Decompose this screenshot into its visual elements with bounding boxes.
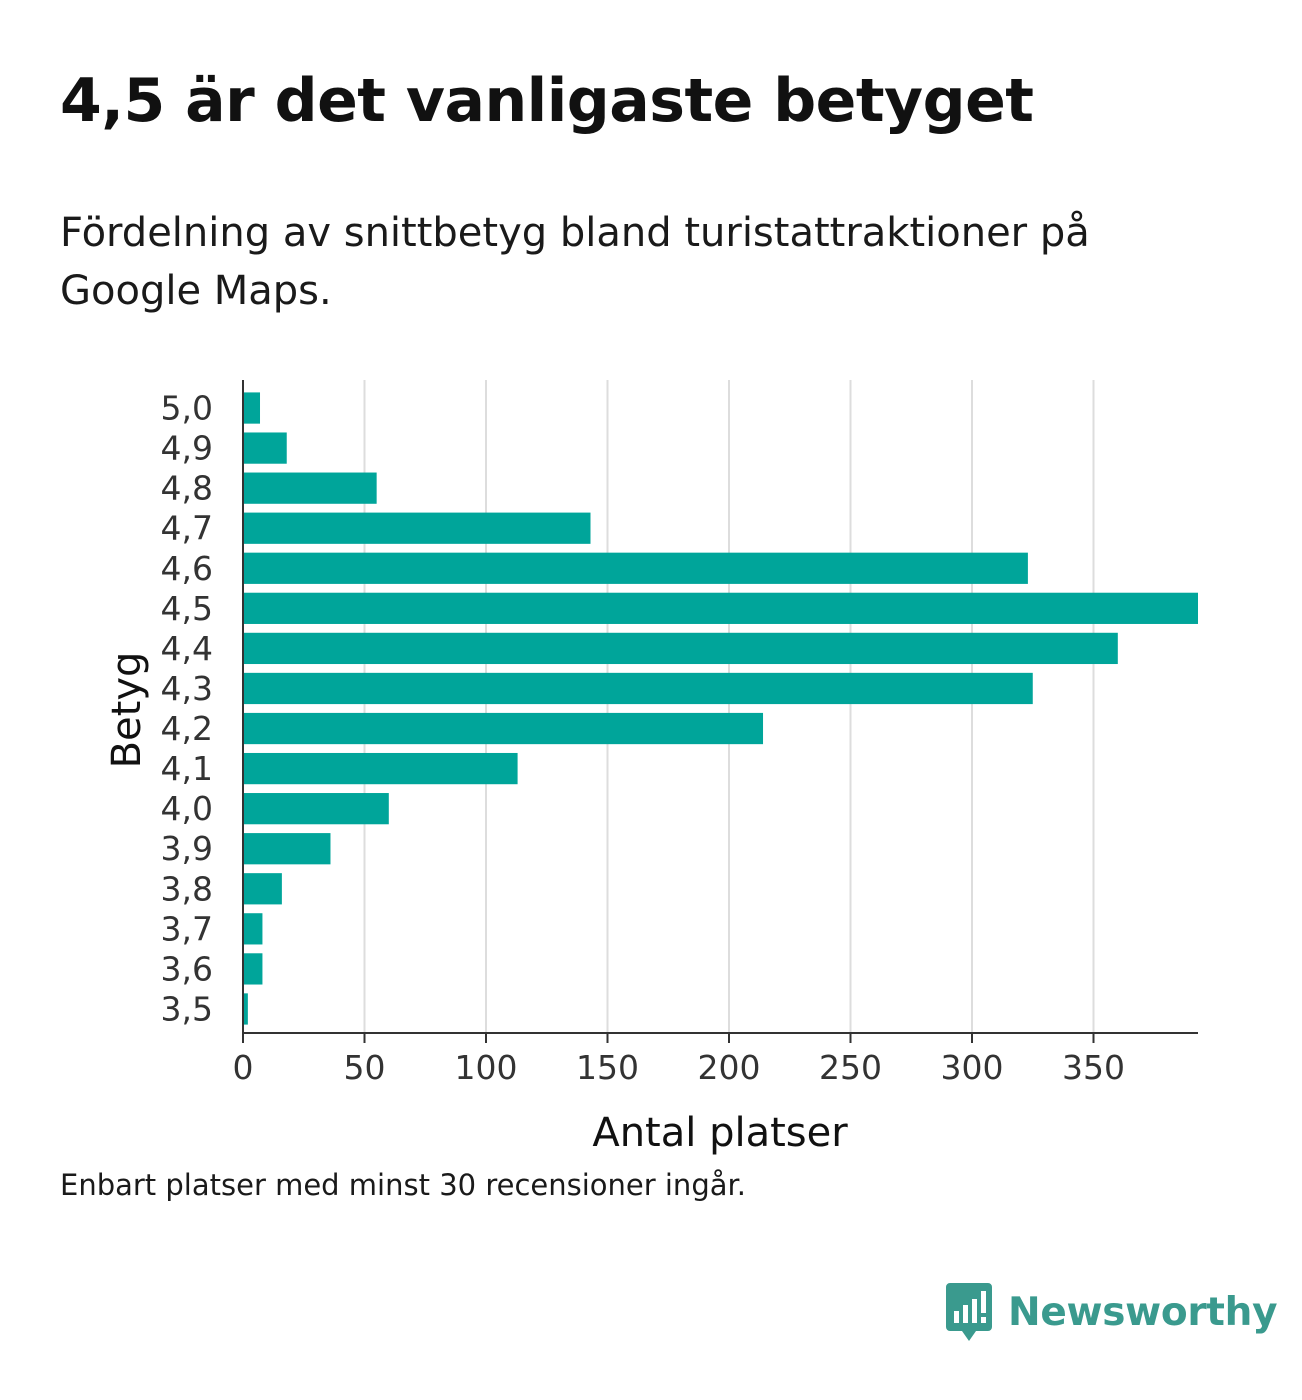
x-tick-label: 100	[455, 1048, 518, 1087]
y-tick-label: 4,9	[161, 429, 213, 468]
y-tick-label: 4,1	[161, 749, 213, 788]
bar	[243, 873, 282, 905]
x-tick-labels: 0 50 100 150 200 250 300 350	[233, 1048, 1126, 1087]
y-tick-label: 3,7	[161, 909, 213, 948]
bar	[243, 512, 591, 544]
bar	[243, 913, 263, 945]
bar	[243, 392, 261, 424]
bar	[243, 993, 248, 1025]
bar	[243, 833, 331, 865]
x-tick-label: 250	[819, 1048, 882, 1087]
y-tick-label: 4,2	[161, 709, 213, 748]
y-tick-label: 4,8	[161, 469, 213, 508]
y-tick-label: 5,0	[161, 389, 213, 428]
axes	[242, 380, 1198, 1043]
bar	[243, 712, 764, 745]
x-tick-label: 200	[698, 1048, 761, 1087]
bar-chart: 5,04,94,84,74,64,54,44,34,24,14,03,93,83…	[104, 380, 1198, 1156]
grid-lines	[363, 380, 1095, 1033]
bar	[243, 793, 389, 825]
y-tick-label: 4,3	[161, 669, 213, 708]
x-tick-label: 0	[233, 1048, 254, 1087]
footnote: Enbart platser med minst 30 recensioner …	[60, 1168, 746, 1202]
bar	[243, 592, 1198, 624]
y-tick-label: 4,6	[161, 549, 213, 588]
newsworthy-logo-icon	[946, 1283, 992, 1341]
y-axis-title: Betyg	[104, 652, 150, 769]
bars	[243, 392, 1198, 1025]
x-axis-title: Antal platser	[592, 1110, 848, 1156]
y-tick-label: 4,5	[161, 589, 213, 628]
x-tick-label: 300	[941, 1048, 1004, 1087]
y-tick-label: 3,8	[161, 869, 213, 908]
y-tick-labels: 5,04,94,84,74,64,54,44,34,24,14,03,93,83…	[161, 389, 213, 1029]
y-tick-label: 3,9	[161, 829, 213, 868]
y-tick-label: 4,4	[161, 629, 213, 668]
newsworthy-logo: Newsworthy	[944, 1280, 1278, 1344]
y-tick-label: 3,5	[161, 989, 213, 1028]
y-tick-label: 3,6	[161, 949, 213, 988]
x-tick-label: 150	[576, 1048, 639, 1087]
y-tick-label: 4,7	[161, 509, 213, 548]
brand-name: Newsworthy	[1008, 1289, 1278, 1335]
bar	[243, 432, 287, 464]
bar	[243, 672, 1033, 705]
bar	[243, 552, 1028, 584]
x-tick-label: 50	[344, 1048, 386, 1087]
chart-title: 4,5 är det vanligaste betyget	[60, 66, 1034, 136]
y-tick-label: 4,0	[161, 789, 213, 828]
bar	[243, 632, 1118, 665]
bar	[243, 472, 377, 504]
bar	[243, 752, 518, 785]
x-tick-label: 350	[1062, 1048, 1125, 1087]
chart-subtitle: Fördelning av snittbetyg bland turistatt…	[60, 210, 1090, 314]
bar	[243, 953, 263, 985]
